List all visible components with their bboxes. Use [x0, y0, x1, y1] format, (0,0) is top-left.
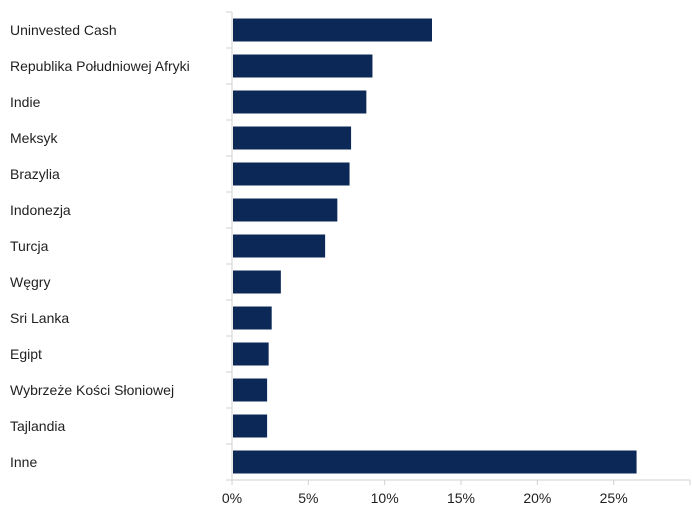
bar [233, 270, 281, 294]
category-label: Węgry [10, 274, 50, 290]
bar [233, 162, 350, 186]
bar [233, 450, 637, 474]
x-tick-label: 5% [298, 490, 318, 506]
category-label: Sri Lanka [10, 310, 69, 326]
x-tick-label: 15% [447, 490, 475, 506]
category-label: Meksyk [10, 130, 58, 146]
category-label: Brazylia [10, 166, 60, 182]
bar [233, 198, 338, 222]
bar [233, 342, 269, 366]
bar [233, 378, 268, 402]
category-label: Republika Południowej Afryki [10, 58, 190, 74]
bar [233, 414, 268, 438]
category-label: Turcja [10, 238, 49, 254]
bar [233, 18, 432, 42]
bar [233, 234, 326, 258]
x-tick-label: 25% [600, 490, 628, 506]
x-tick-label: 20% [523, 490, 551, 506]
category-label: Inne [10, 454, 37, 470]
axes [226, 11, 691, 485]
category-label: Tajlandia [10, 418, 65, 434]
bar [233, 90, 367, 114]
bars [233, 18, 637, 474]
x-tick-label: 0% [222, 490, 242, 506]
category-label: Egipt [10, 346, 42, 362]
category-label: Indie [10, 94, 41, 110]
bar [233, 126, 352, 150]
category-labels: Uninvested Cash Republika Południowej Afr… [10, 22, 190, 470]
category-label: Indonezja [10, 202, 71, 218]
bar [233, 54, 373, 78]
category-label: Wybrzeże Kości Słoniowej [10, 382, 174, 398]
category-label: Uninvested Cash [10, 22, 117, 38]
x-tick-labels: 0% 5% 10% 15% 20% 25% [222, 490, 628, 506]
x-tick-label: 10% [371, 490, 399, 506]
bar [233, 306, 272, 330]
